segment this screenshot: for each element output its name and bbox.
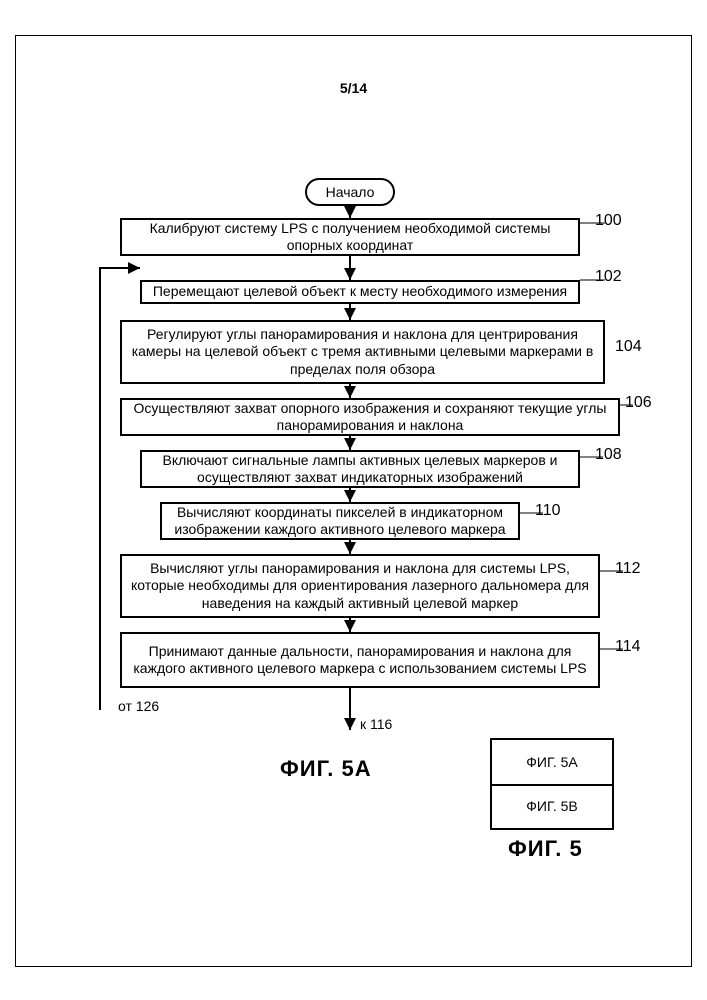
figure-key-box: ФИГ. 5A ФИГ. 5B	[490, 738, 614, 830]
ref-112: 112	[615, 560, 641, 578]
ref-100: 100	[595, 212, 622, 230]
figure-key-5b: ФИГ. 5B	[526, 798, 577, 814]
figure-label-5a: ФИГ. 5A	[280, 756, 372, 782]
step-112: Вычисляют углы панорамирования и наклона…	[120, 554, 600, 618]
flowchart-connectors	[0, 0, 707, 1000]
step-104: Регулируют углы панорамирования и наклон…	[120, 320, 605, 384]
step-108-text: Включают сигнальные лампы активных целев…	[148, 452, 572, 487]
step-102-text: Перемещают целевой объект к месту необхо…	[153, 283, 567, 301]
step-106: Осуществляют захват опорного изображения…	[120, 398, 620, 436]
step-110-text: Вычисляют координаты пикселей в индикато…	[168, 504, 512, 539]
step-108: Включают сигнальные лампы активных целев…	[140, 450, 580, 488]
start-label: Начало	[326, 184, 375, 200]
ref-108: 108	[595, 446, 622, 464]
figure-label-5: ФИГ. 5	[508, 836, 583, 862]
to-label: к 116	[360, 716, 392, 732]
step-102: Перемещают целевой объект к месту необхо…	[140, 280, 580, 304]
step-112-text: Вычисляют углы панорамирования и наклона…	[128, 560, 592, 613]
step-114-text: Принимают данные дальности, панорамирова…	[128, 643, 592, 678]
ref-104: 104	[615, 338, 642, 356]
step-100-text: Калибруют систему LPS с получением необх…	[128, 220, 572, 255]
step-114: Принимают данные дальности, панорамирова…	[120, 632, 600, 688]
step-110: Вычисляют координаты пикселей в индикато…	[160, 502, 520, 540]
start-node: Начало	[305, 178, 395, 206]
ref-102: 102	[595, 268, 622, 286]
step-106-text: Осуществляют захват опорного изображения…	[128, 400, 612, 435]
from-label: от 126	[118, 698, 159, 714]
figure-key-5a: ФИГ. 5A	[526, 754, 577, 770]
step-100: Калибруют систему LPS с получением необх…	[120, 218, 580, 256]
page: 5/14	[0, 0, 707, 1000]
step-104-text: Регулируют углы панорамирования и наклон…	[128, 326, 597, 379]
ref-110: 110	[535, 502, 561, 520]
ref-114: 114	[615, 638, 641, 656]
ref-106: 106	[625, 394, 652, 412]
